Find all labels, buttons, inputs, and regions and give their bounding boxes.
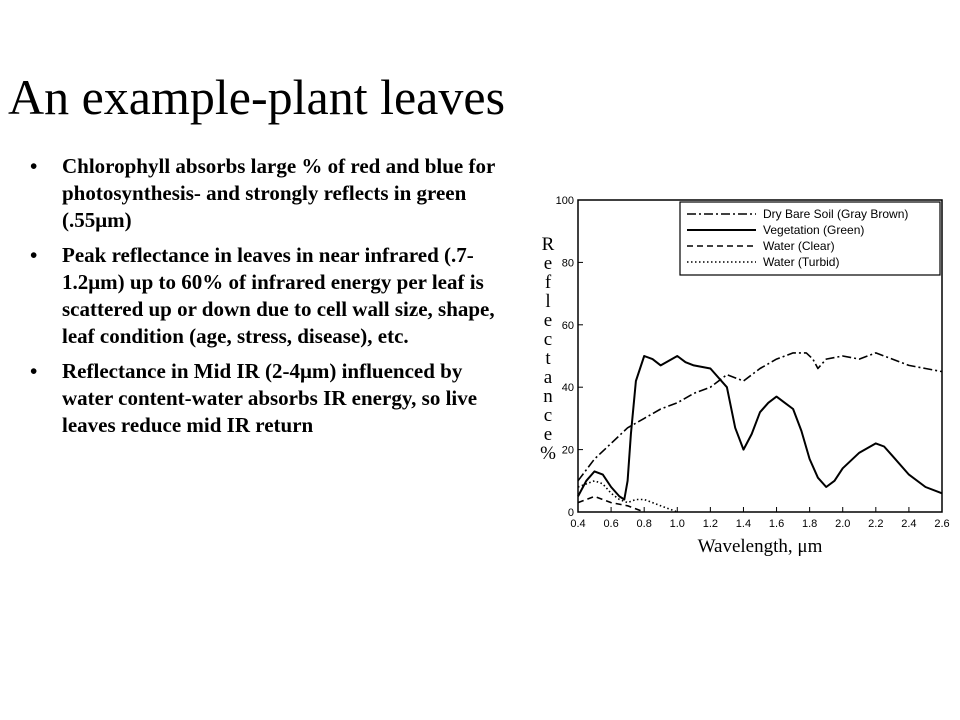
y-tick-label: 0 <box>568 507 574 519</box>
x-tick-label: 2.6 <box>934 518 949 530</box>
x-tick-label: 1.2 <box>703 518 718 530</box>
x-tick-label: 2.2 <box>868 518 883 530</box>
legend-label: Dry Bare Soil (Gray Brown) <box>763 207 908 221</box>
plot-frame <box>577 199 943 513</box>
bullet-item: • Peak reflectance in leaves in near inf… <box>30 242 518 350</box>
y-axis-title-letter: e <box>544 424 552 445</box>
series-line <box>577 352 943 482</box>
x-tick-label: 1.6 <box>769 518 784 530</box>
y-axis-title-letter: l <box>545 291 550 312</box>
legend-label: Vegetation (Green) <box>763 223 864 237</box>
y-axis-title-letter: t <box>545 348 551 369</box>
series-line <box>577 355 943 501</box>
bullet-symbol: • <box>30 243 38 267</box>
x-tick-label: 2.0 <box>835 518 850 530</box>
y-tick-label: 80 <box>562 257 574 269</box>
y-axis-title-letter: R <box>542 234 555 255</box>
legend-label: Water (Clear) <box>763 239 835 253</box>
bullet-item: • Reflectance in Mid IR (2-4μm) influenc… <box>30 358 518 439</box>
slide-title: An example-plant leaves <box>8 69 506 125</box>
reflectance-chart: 0 20 40 60 80 100 0.4 0.6 0.8 1.0 1.2 1.4 1.6 1.8 2.0 2… <box>530 185 960 565</box>
y-tick-label: 60 <box>562 320 574 332</box>
bullet-list: • Chlorophyll absorbs large % of red and… <box>30 153 518 447</box>
x-tick-label: 1.0 <box>670 518 685 530</box>
legend-label: Water (Turbid) <box>763 255 839 269</box>
y-axis-title-letter: a <box>544 367 553 388</box>
x-tick-label: 0.4 <box>570 518 585 530</box>
y-axis-title-letter: f <box>545 272 552 293</box>
x-tick-label: 1.8 <box>802 518 817 530</box>
bullet-text: Reflectance in Mid IR (2-4μm) influenced… <box>62 359 478 437</box>
bullet-item: • Chlorophyll absorbs large % of red and… <box>30 153 518 234</box>
series-line <box>577 479 678 513</box>
x-tick-label: 0.6 <box>603 518 618 530</box>
bullet-text: Peak reflectance in leaves in near infra… <box>62 243 495 348</box>
y-tick-label: 20 <box>562 445 574 457</box>
y-axis-title-letter: e <box>544 310 552 331</box>
x-tick-label: 0.8 <box>637 518 652 530</box>
series-line <box>577 495 645 513</box>
y-axis-title-letter: c <box>544 329 552 350</box>
chart-svg: 0 20 40 60 80 100 0.4 0.6 0.8 1.0 1.2 1.4 1.6 1.8 2.0 2… <box>540 195 950 557</box>
x-tick-label: 1.4 <box>736 518 751 530</box>
bullet-symbol: • <box>30 154 38 178</box>
y-tick-label: 100 <box>556 195 574 207</box>
y-axis-title-letter: n <box>543 386 553 407</box>
y-axis-title-letter: e <box>544 253 552 274</box>
x-axis-title: Wavelength, μm <box>698 536 823 557</box>
y-tick-label: 40 <box>562 382 574 394</box>
bullet-symbol: • <box>30 359 38 383</box>
y-axis-title-letter: % <box>540 443 556 464</box>
x-tick-label: 2.4 <box>901 518 916 530</box>
bullet-text: Chlorophyll absorbs large % of red and b… <box>62 154 495 232</box>
y-axis-title-letter: c <box>544 405 552 426</box>
